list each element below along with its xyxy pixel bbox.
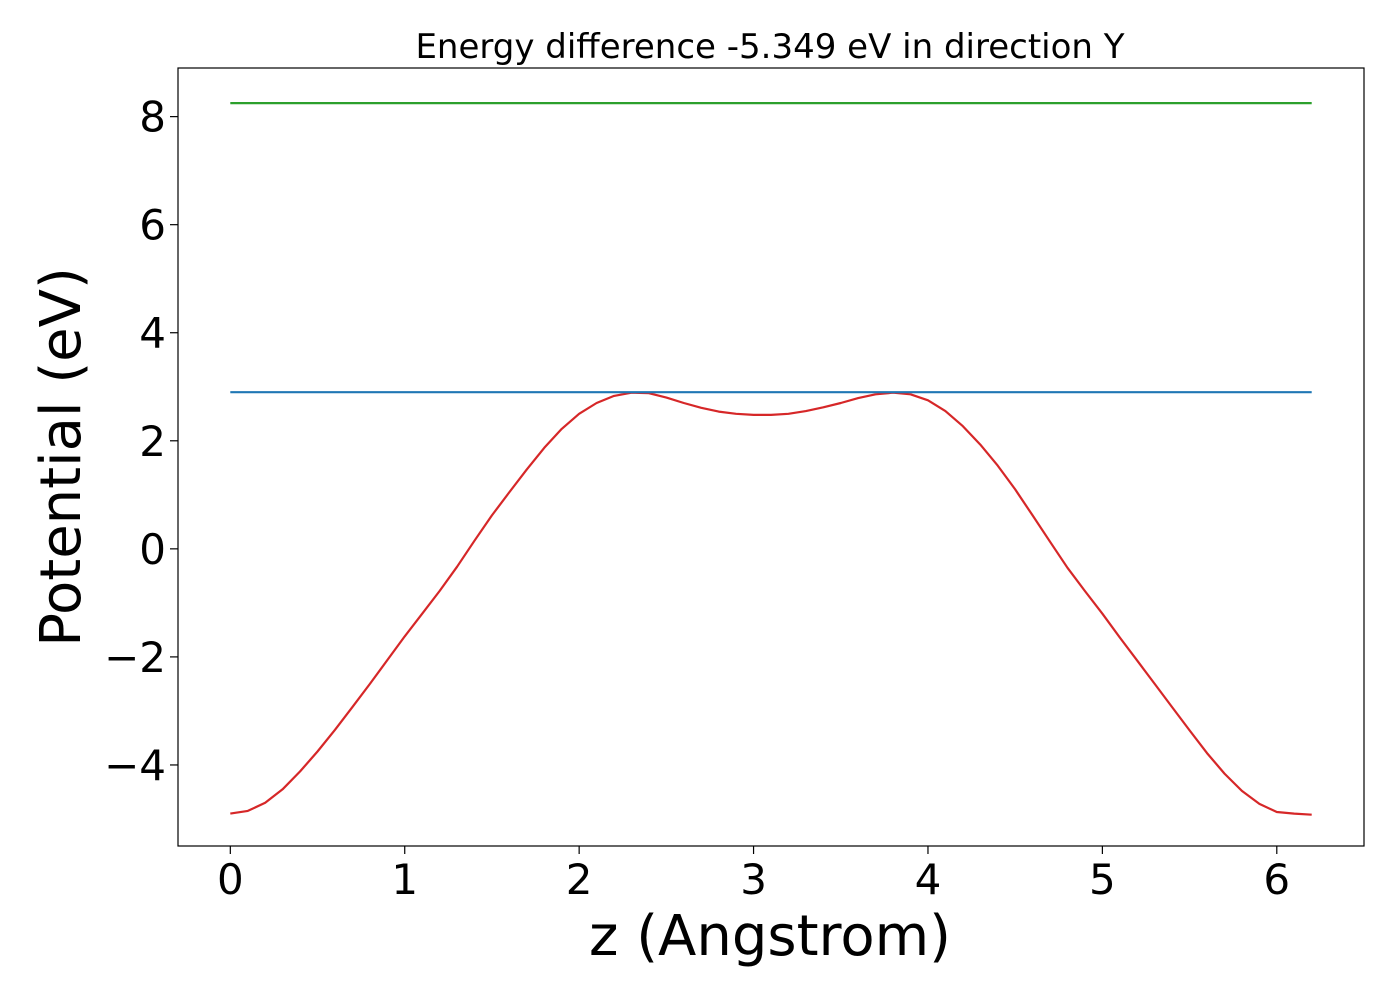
x-tick-label: 3	[740, 855, 767, 904]
x-tick-label: 4	[915, 855, 942, 904]
x-axis-ticks: 0 1 2 3 4 5 6	[217, 846, 1290, 904]
plot-frame	[177, 67, 1365, 847]
y-axis-ticks: −4 −2 0 2 4 6 8	[104, 93, 178, 790]
y-tick-label: 2	[139, 417, 166, 466]
y-tick-label: 0	[139, 525, 166, 574]
y-tick-label: 4	[139, 309, 166, 358]
x-tick-label: 6	[1263, 855, 1290, 904]
y-axis-label: Potential (eV)	[29, 267, 94, 647]
chart-title: Energy difference -5.349 eV in direction…	[415, 27, 1124, 67]
x-tick-label: 2	[566, 855, 593, 904]
x-tick-label: 1	[391, 855, 418, 904]
y-tick-label: 6	[139, 201, 166, 250]
y-tick-label: 8	[139, 93, 166, 142]
series-line-0	[230, 391, 1312, 816]
x-tick-label: 5	[1089, 855, 1116, 904]
x-tick-label: 0	[217, 855, 244, 904]
series-lines	[230, 101, 1312, 816]
x-axis-label: z (Angstrom)	[589, 904, 951, 969]
y-tick-label: −2	[104, 633, 166, 682]
y-tick-label: −4	[104, 741, 166, 790]
